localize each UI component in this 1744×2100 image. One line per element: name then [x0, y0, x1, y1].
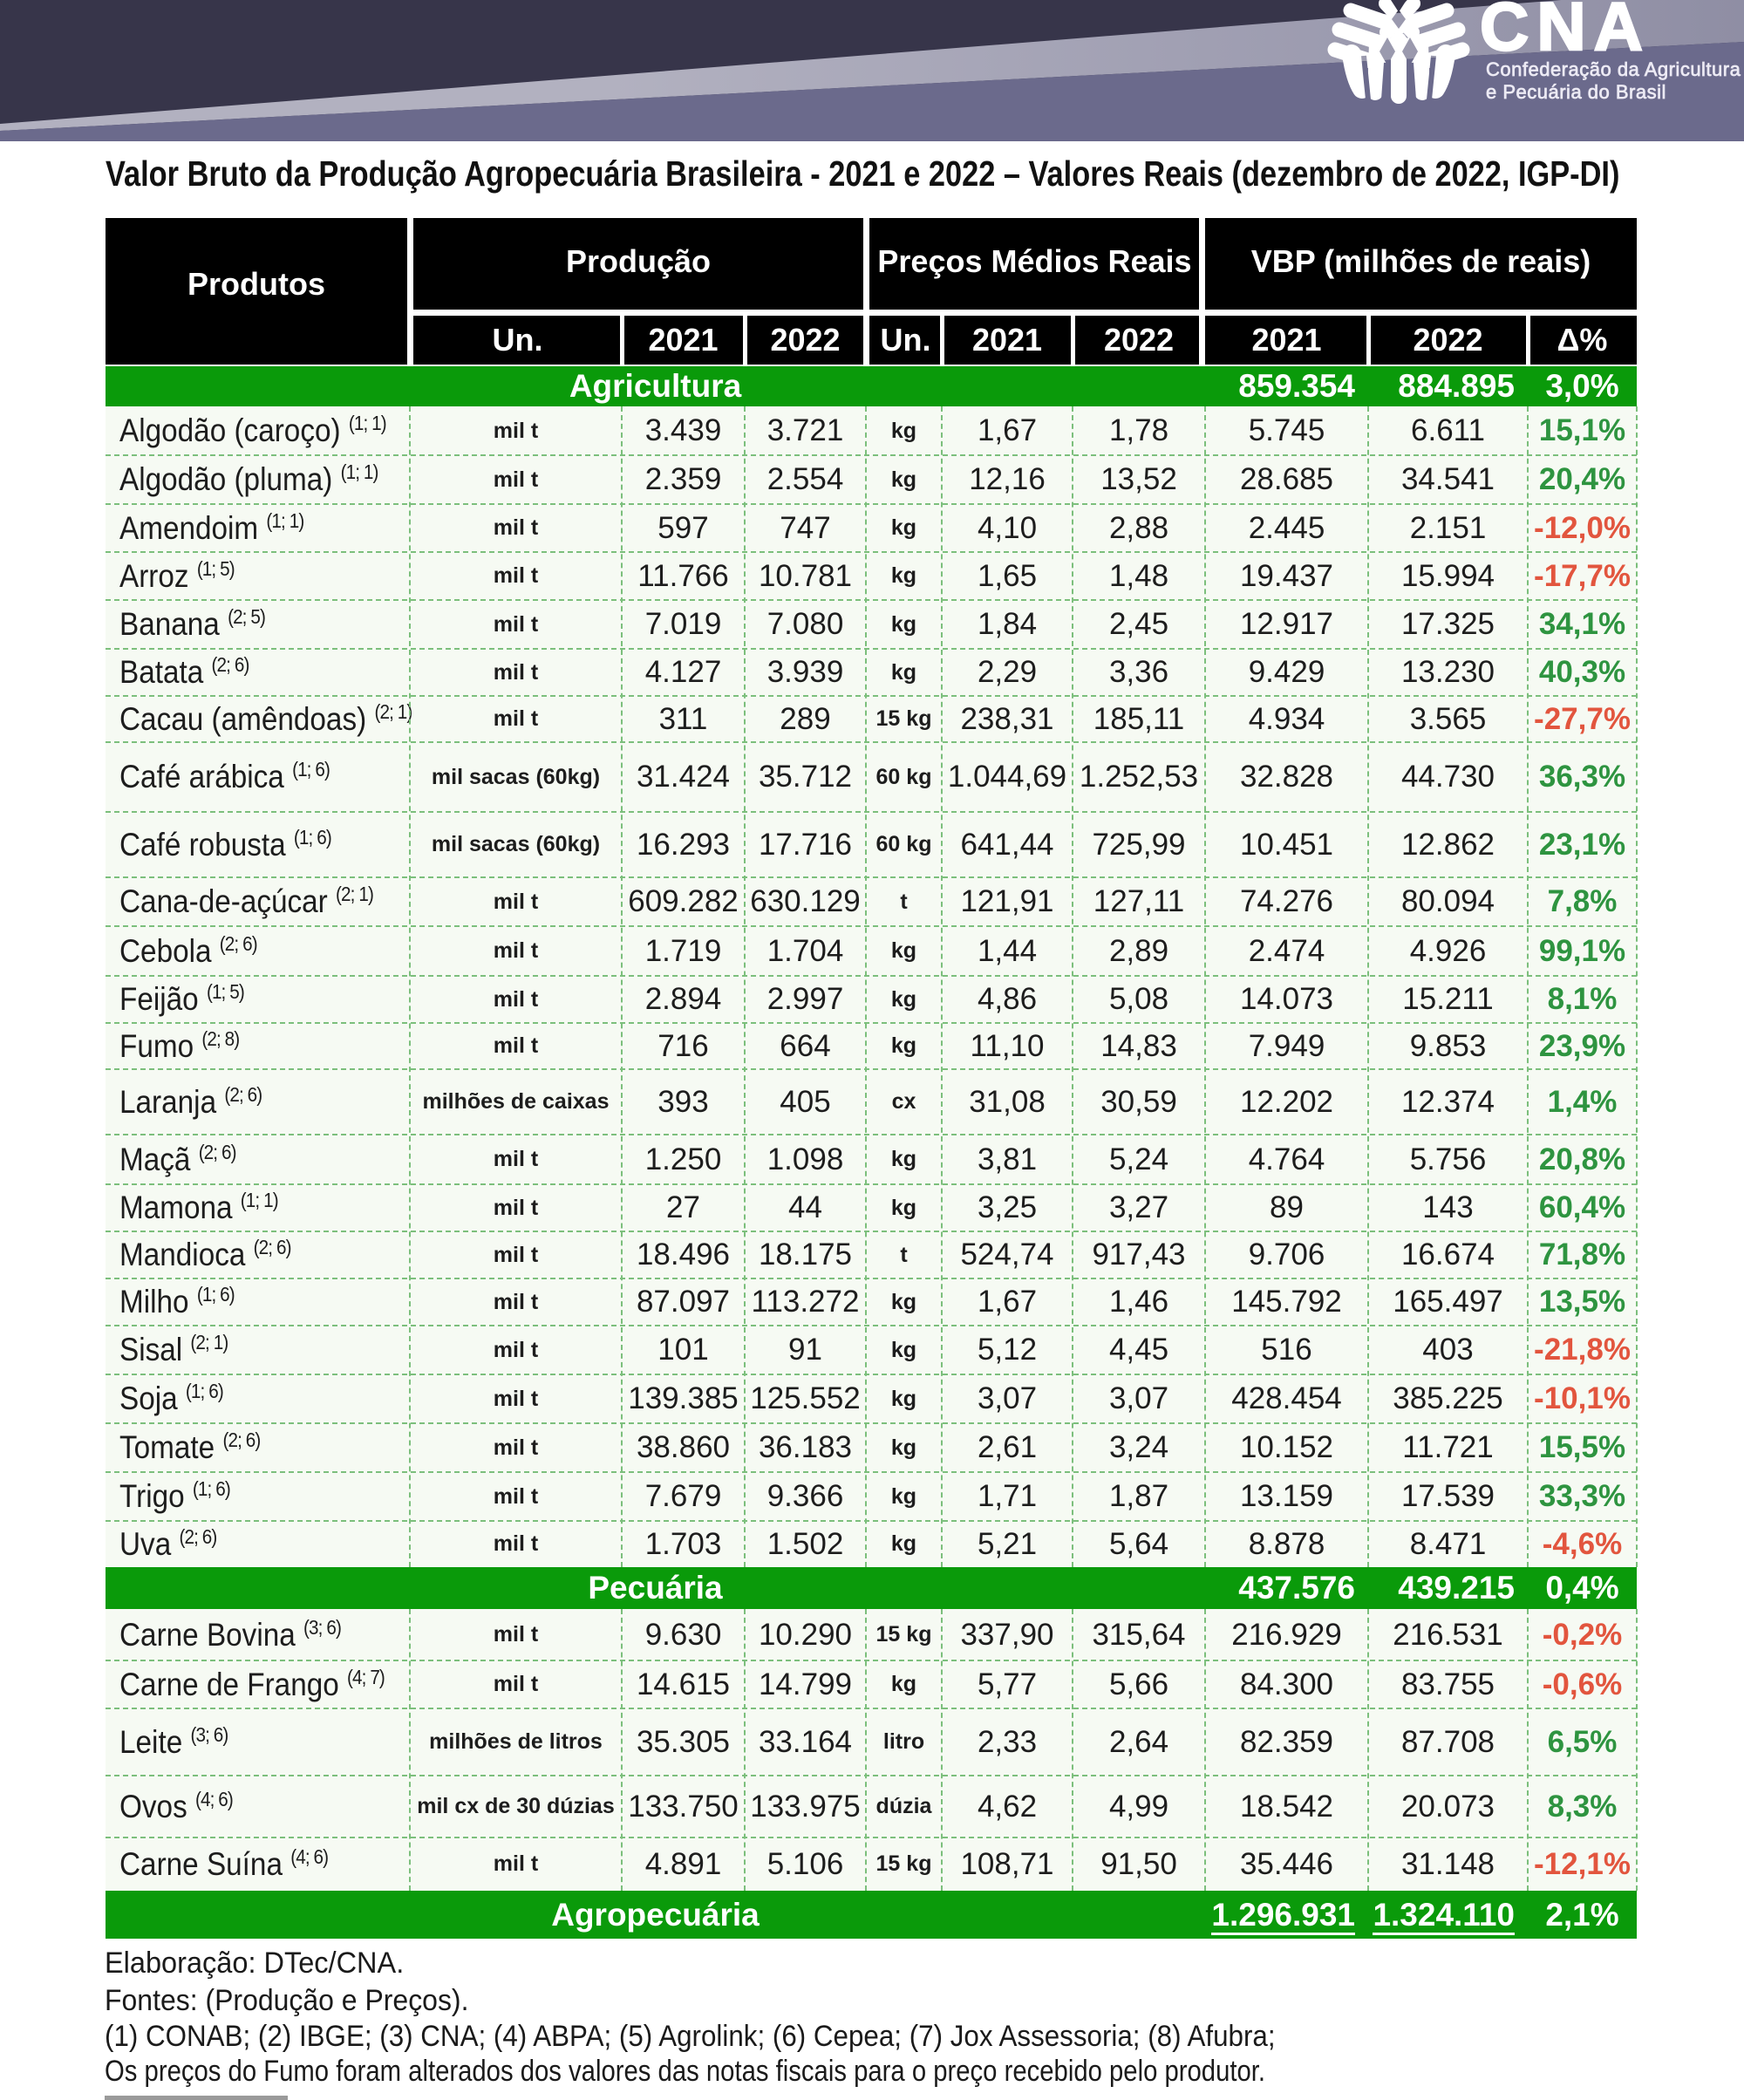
svg-text:CNA: CNA: [1480, 0, 1651, 65]
svg-text:Confederação da Agricultura: Confederação da Agricultura: [1486, 58, 1741, 80]
svg-text:e Pecuária do Brasil: e Pecuária do Brasil: [1486, 81, 1666, 103]
